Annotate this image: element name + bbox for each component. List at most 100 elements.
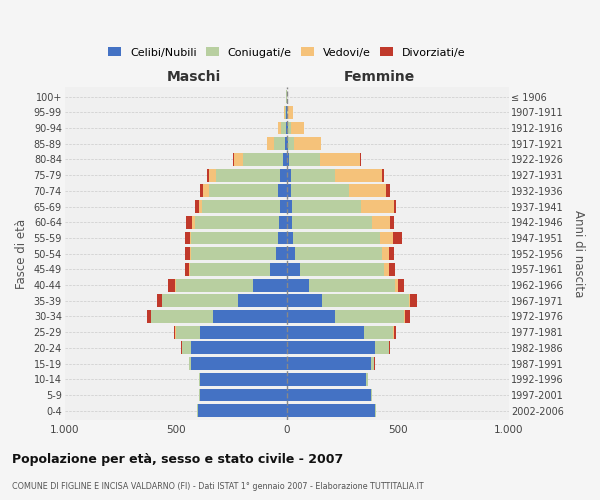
Bar [284, 106, 285, 119]
Bar [295, 247, 382, 260]
Bar [384, 263, 389, 276]
Bar [283, 153, 287, 166]
Bar [287, 263, 300, 276]
Bar [409, 294, 410, 307]
Bar [386, 184, 390, 198]
Bar [278, 184, 287, 198]
Bar [267, 138, 274, 150]
Bar [393, 326, 394, 338]
Bar [287, 278, 309, 291]
Bar [190, 232, 191, 244]
Bar [279, 216, 287, 228]
Y-axis label: Fasce di età: Fasce di età [15, 218, 28, 288]
Bar [293, 232, 380, 244]
Bar [390, 216, 394, 228]
Bar [404, 310, 406, 323]
Bar [364, 326, 393, 338]
Bar [185, 216, 193, 228]
Bar [235, 153, 244, 166]
Bar [253, 278, 287, 291]
Text: Popolazione per età, sesso e stato civile - 2007: Popolazione per età, sesso e stato civil… [12, 452, 343, 466]
Bar [209, 168, 215, 181]
Bar [161, 294, 163, 307]
Bar [199, 388, 200, 402]
Bar [309, 278, 395, 291]
Bar [189, 357, 191, 370]
Bar [278, 232, 287, 244]
Bar [322, 294, 409, 307]
Bar [320, 153, 360, 166]
Bar [287, 122, 288, 134]
Bar [281, 122, 286, 134]
Bar [287, 247, 295, 260]
Bar [280, 168, 287, 181]
Bar [274, 138, 285, 150]
Bar [193, 216, 194, 228]
Bar [367, 373, 368, 386]
Bar [287, 388, 371, 402]
Bar [288, 122, 291, 134]
Bar [287, 373, 367, 386]
Bar [280, 200, 287, 213]
Bar [278, 122, 281, 134]
Bar [372, 216, 390, 228]
Bar [287, 138, 288, 150]
Bar [190, 247, 191, 260]
Bar [238, 294, 287, 307]
Bar [215, 168, 280, 181]
Bar [361, 200, 394, 213]
Bar [191, 342, 287, 354]
Bar [176, 326, 200, 338]
Bar [398, 278, 404, 291]
Bar [202, 200, 280, 213]
Bar [380, 232, 393, 244]
Bar [292, 200, 361, 213]
Bar [199, 373, 200, 386]
Bar [148, 310, 151, 323]
Bar [191, 357, 287, 370]
Bar [191, 247, 275, 260]
Bar [393, 232, 402, 244]
Bar [292, 216, 372, 228]
Bar [209, 184, 278, 198]
Bar [285, 106, 286, 119]
Bar [287, 232, 293, 244]
Bar [291, 168, 335, 181]
Bar [287, 404, 376, 417]
Bar [182, 342, 191, 354]
Bar [349, 184, 386, 198]
Bar [371, 357, 374, 370]
Y-axis label: Anni di nascita: Anni di nascita [572, 210, 585, 298]
Bar [198, 404, 287, 417]
Bar [191, 232, 278, 244]
Bar [382, 168, 384, 181]
Bar [199, 200, 202, 213]
Bar [287, 294, 322, 307]
Bar [244, 153, 283, 166]
Bar [270, 263, 287, 276]
Bar [410, 294, 417, 307]
Bar [335, 310, 404, 323]
Bar [394, 326, 395, 338]
Bar [200, 373, 287, 386]
Bar [214, 310, 287, 323]
Bar [194, 200, 199, 213]
Bar [151, 310, 214, 323]
Bar [287, 216, 292, 228]
Bar [287, 184, 291, 198]
Bar [200, 388, 287, 402]
Bar [394, 200, 397, 213]
Bar [376, 342, 389, 354]
Bar [286, 122, 287, 134]
Bar [190, 263, 270, 276]
Text: Femmine: Femmine [344, 70, 415, 84]
Bar [169, 278, 175, 291]
Bar [185, 247, 190, 260]
Bar [203, 184, 209, 198]
Bar [287, 168, 291, 181]
Text: COMUNE DI FIGLINE E INCISA VALDARNO (FI) - Dati ISTAT 1° gennaio 2007 - Elaboraz: COMUNE DI FIGLINE E INCISA VALDARNO (FI)… [12, 482, 424, 491]
Bar [360, 153, 361, 166]
Bar [287, 326, 364, 338]
Bar [335, 168, 382, 181]
Bar [207, 168, 209, 181]
